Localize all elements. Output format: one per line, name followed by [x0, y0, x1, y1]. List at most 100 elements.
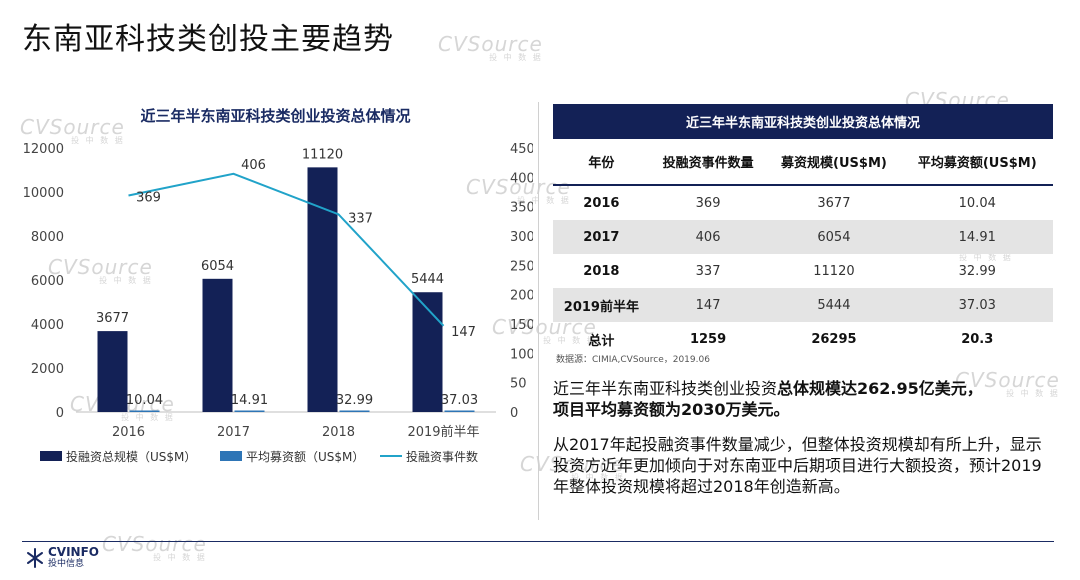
table-cell: 2016	[583, 195, 620, 211]
bar-total-label: 6054	[201, 259, 234, 274]
bar-total	[202, 278, 233, 412]
logo-main: CVINFO	[48, 545, 99, 559]
y-right-tick-label: 400	[510, 171, 533, 186]
legend-swatch	[220, 451, 242, 461]
table-cell: 37.03	[901, 288, 1053, 322]
table-header-cell: 年份	[553, 139, 650, 186]
line-point-label: 337	[348, 211, 373, 226]
y-right-tick-label: 200	[510, 289, 533, 304]
page-title: 东南亚科技类创投主要趋势	[22, 22, 394, 57]
table-cell: 369	[695, 195, 721, 211]
table-header-cell: 募资规模(US$M)	[766, 139, 902, 186]
y-left-tick-label: 8000	[31, 230, 64, 245]
y-left-tick-label: 2000	[31, 362, 64, 377]
combo-chart: 0 2000 4000 6000 8000 10000 12000 0 50 100 150 200 2…	[23, 142, 535, 464]
bar-average	[234, 410, 265, 412]
x-tick-label: 2018	[322, 425, 355, 440]
bar-average	[129, 410, 160, 412]
source-note: 数据源：CIMIA,CVSource，2019.06	[556, 355, 710, 365]
cvinfo-logo: CVINFO 投中信息	[26, 546, 99, 570]
y-right-tick-label: 150	[510, 318, 533, 333]
table-row: 2019前半年 147 5444 37.03	[553, 288, 1053, 322]
y-right-tick-label: 300	[510, 230, 533, 245]
summary-normal: 近三年半东南亚科技类创业投资	[553, 379, 778, 398]
line-point-label: 147	[451, 325, 476, 340]
y-right-tick-label: 0	[510, 406, 518, 421]
legend-label: 平均募资额（US$M）	[246, 450, 364, 464]
table-cell: 6054	[766, 220, 902, 254]
divider	[538, 102, 539, 520]
table-cell: 32.99	[958, 263, 996, 279]
bar-total	[412, 292, 443, 412]
legend-label: 投融资总规模（US$M）	[66, 449, 196, 464]
y-left-tick-label: 4000	[31, 318, 64, 333]
table-header-cell: 投融资事件数量	[649, 139, 767, 186]
table-cell: 1259	[689, 331, 727, 347]
table-cell: 5444	[766, 288, 902, 322]
table-cell: 10.04	[958, 195, 996, 211]
table-cell: 147	[649, 288, 767, 322]
table-cell: 11120	[813, 263, 855, 279]
table-header-cell: 平均募资额(US$M)	[901, 139, 1053, 186]
table-total-row: 总计 1259 26295 20.3	[553, 322, 1053, 356]
table-row: 2017 406 6054 14.91	[553, 220, 1053, 254]
y-left-tick-label: 6000	[31, 274, 64, 289]
x-tick-label: 2016	[112, 425, 145, 440]
bar-average-label: 10.04	[126, 393, 163, 408]
logo-sub: 投中信息	[48, 559, 85, 569]
table-cell: 2017	[553, 220, 650, 254]
footer-divider	[22, 541, 1054, 542]
line-event-count	[128, 172, 445, 327]
y-right-tick-label: 50	[510, 377, 527, 392]
summary-bold: 总体规模达262.95亿美元，	[777, 379, 983, 398]
table-cell: 3677	[817, 195, 851, 211]
y-right-tick-label: 350	[510, 201, 533, 216]
y-right-tick-label: 250	[510, 259, 533, 274]
table-cell: 14.91	[901, 220, 1053, 254]
x-tick-label: 2019前半年	[407, 424, 479, 440]
table-row: 2016 369 3677 10.04	[553, 185, 1053, 220]
bar-average-label: 32.99	[336, 393, 373, 408]
bar-average-label: 14.91	[231, 393, 268, 408]
table-cell: 总计	[588, 333, 615, 349]
y-left-tick-label: 12000	[23, 142, 64, 157]
table-cell: 337	[695, 263, 721, 279]
table-cell: 2018	[583, 263, 620, 279]
line-point-label: 369	[136, 191, 161, 206]
y-right-tick-label: 450	[510, 142, 533, 157]
description-text: 从2017年起投融资事件数量减少，但整体投资规模却有所上升，显示投资方近年更加倾…	[553, 435, 1042, 496]
table-cell: 20.3	[961, 331, 994, 347]
table-cell: 406	[649, 220, 767, 254]
bar-average	[339, 410, 370, 412]
bar-total	[97, 331, 128, 412]
summary-bold: 项目平均募资额为2030万美元。	[553, 400, 790, 419]
bar-total-label: 3677	[96, 311, 129, 326]
bar-average	[444, 410, 475, 412]
y-right-tick-label: 100	[510, 347, 533, 362]
table-header-row: 年份 投融资事件数量 募资规模(US$M) 平均募资额(US$M)	[553, 139, 1053, 186]
table-cell: 26295	[811, 331, 857, 347]
data-table: 近三年半东南亚科技类创业投资总体情况 年份 投融资事件数量 募资规模(US$M)…	[553, 104, 1053, 356]
chart-panel: 近三年半东南亚科技类创业投资总体情况 0 2000 4000 6000 8000 1000…	[18, 100, 535, 480]
bar-total-label: 5444	[411, 272, 444, 287]
legend-swatch	[40, 451, 62, 461]
bar-average-label: 37.03	[441, 393, 478, 408]
logo-icon	[27, 548, 43, 568]
line-point-label: 406	[241, 158, 266, 173]
y-left-tick-label: 10000	[23, 186, 64, 201]
bar-total-label: 11120	[302, 147, 343, 162]
legend-label: 投融资事件数	[406, 449, 478, 464]
table-title: 近三年半东南亚科技类创业投资总体情况	[553, 104, 1053, 139]
table-cell: 2019前半年	[553, 288, 650, 322]
summary-text: 近三年半东南亚科技类创业投资总体规模达262.95亿美元， 项目平均募资额为203…	[553, 378, 1048, 420]
y-left-tick-label: 0	[56, 406, 64, 421]
chart-title: 近三年半东南亚科技类创业投资总体情况	[140, 107, 411, 125]
data-table-panel: 近三年半东南亚科技类创业投资总体情况 年份 投融资事件数量 募资规模(US$M)…	[553, 104, 1053, 356]
